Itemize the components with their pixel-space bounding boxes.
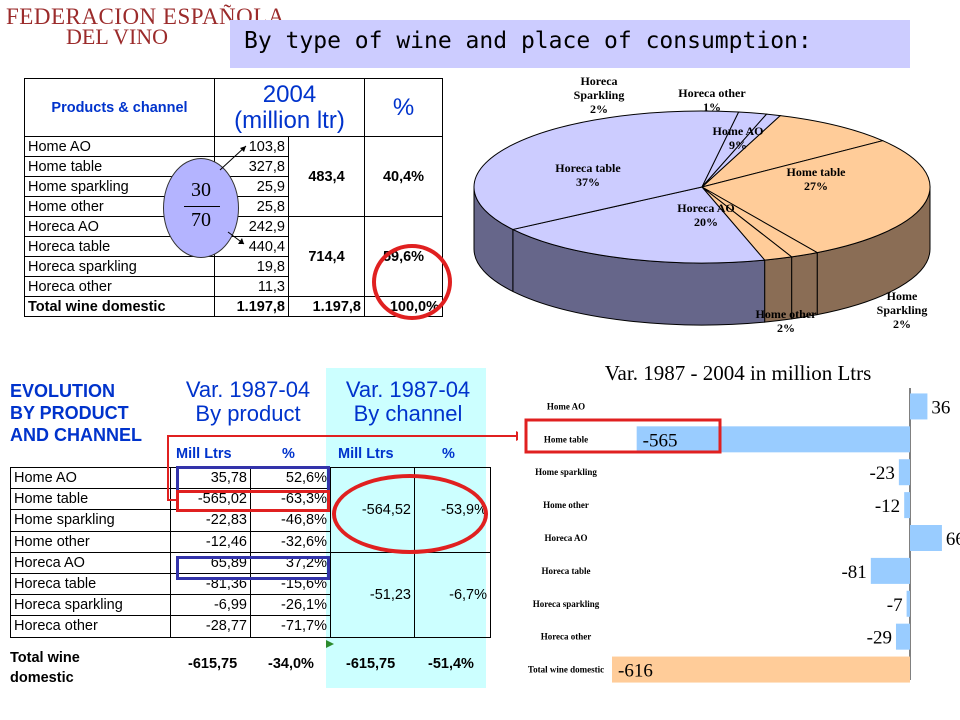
bar-horeca-sparkling: [906, 590, 910, 617]
bubble-divider: [184, 206, 220, 207]
row-value: 19,8: [214, 256, 289, 277]
bar-total-wine-domestic: [612, 656, 910, 683]
pie-label-home-ao: Home AO 9%: [713, 124, 764, 152]
row-pct: -63,3%: [250, 488, 331, 511]
evolution-title: EVOLUTION BY PRODUCT AND CHANNEL: [10, 381, 142, 445]
bar-category-label: Home table: [544, 434, 588, 444]
header-pct: %: [364, 78, 443, 137]
evo-total-mill: -615,75: [188, 656, 238, 672]
bubble-bottom: 70: [191, 209, 211, 231]
horeca-channel-pct: -6,7%: [414, 551, 491, 638]
row-pct: -71,7%: [250, 615, 331, 638]
pie-label-horeca-table: Horeca table 37%: [555, 161, 621, 189]
sub-pct-channel: %: [442, 446, 455, 462]
bar-home-sparkling: [898, 459, 910, 486]
row-pct: -26,1%: [250, 594, 331, 617]
bar-category-label: Home AO: [547, 401, 585, 411]
bar-category-label: Home sparkling: [535, 467, 597, 477]
bar-horeca-ao: [910, 525, 942, 551]
bar-horeca-table: [870, 557, 910, 584]
bar-chart-title: Var. 1987 - 2004 in million Ltrs: [605, 361, 872, 385]
pie-slice-horeca-other: [701, 113, 782, 188]
bar-horeca-other: [895, 623, 910, 650]
bar-home-ao: [910, 393, 928, 420]
horeca-total: 714,4: [288, 216, 365, 297]
bubble-arrowhead-top: [240, 146, 246, 152]
pie-label-home-other: Home other 2%: [756, 307, 818, 335]
row-label: Horeca other: [24, 276, 215, 297]
bar-category-label: Horeca other: [541, 632, 592, 642]
bar-home-table: [636, 426, 910, 453]
highlight-ellipse-horeca: [372, 244, 452, 320]
logo: FEDERACION ESPAÑOLA DEL VINO: [4, 2, 284, 50]
connector-line: [167, 435, 522, 501]
evo-total-label: Total wine domestic: [10, 650, 80, 686]
bar-value-label: -616: [618, 661, 653, 682]
header-by-channel: Var. 1987-04 By channel: [345, 377, 471, 426]
sub-mill-channel: Mill Ltrs: [338, 446, 394, 462]
bar-category-label: Home other: [543, 500, 589, 510]
bar-value-label: -12: [875, 496, 900, 517]
row-label: Home AO: [24, 136, 215, 157]
row-label: Home table: [24, 156, 215, 177]
total-value: 1.197,8: [214, 296, 289, 317]
row-mill: -28,77: [170, 615, 251, 638]
pie-label-home-table: Home table 27%: [787, 165, 847, 193]
horeca-channel-mill: -51,23: [330, 551, 415, 638]
bubble-top: 30: [191, 179, 211, 201]
evo-total-mill-channel: -615,75: [346, 656, 396, 672]
highlight-ellipse-home-channel: [332, 474, 488, 554]
split-bubble: 30 70: [163, 158, 239, 258]
pie-slice-horeca-table: [473, 110, 740, 230]
row-label: Horeca other: [10, 615, 171, 638]
row-label: Home AO: [10, 466, 171, 490]
bar-value-label: -565: [643, 430, 678, 451]
title-bar: By type of wine and place of consumption…: [230, 20, 910, 68]
total-label: Total wine domestic: [24, 296, 215, 317]
sub-mill-product: Mill Ltrs: [176, 446, 232, 462]
pie-label-horeca-sparkling: Horeca Sparkling 2%: [574, 74, 625, 116]
bar-category-label: Horeca AO: [544, 533, 587, 543]
green-marker: [326, 640, 334, 648]
pie-label-horeca-ao: Horeca AO 20%: [677, 201, 734, 229]
header-year: 2004 (million ltr): [214, 78, 365, 137]
bar-category-label: Horeca sparkling: [533, 599, 600, 609]
home-total: 483,4: [288, 136, 365, 217]
evo-total-pct-channel: -51,4%: [428, 656, 474, 672]
total-total: 1.197,8: [288, 296, 365, 317]
highlight-box-horeca-ao: [176, 556, 330, 580]
bar-value-label: -29: [867, 628, 892, 649]
highlight-box-home-table-bar: [524, 418, 722, 454]
bubble-arrowhead-bottom: [238, 238, 244, 244]
bar-category-label: Horeca table: [541, 566, 590, 576]
pie-slice-home-table: [700, 140, 931, 254]
logo-line2: DEL VINO: [66, 24, 169, 49]
bar-home-other: [904, 492, 910, 519]
highlight-box-home-table: [176, 490, 330, 512]
row-value: 103,8: [214, 136, 289, 157]
sub-pct-product: %: [282, 446, 295, 462]
pie-label-home-sparkling: Home Sparkling 2%: [877, 289, 928, 331]
pie-label-horeca-other: Horeca other 1%: [678, 86, 746, 114]
bubble-arrow-top: [219, 145, 247, 171]
bar-value-label: 66: [946, 529, 960, 550]
pie-slice-horeca-ao: [511, 186, 766, 264]
header-by-product: Var. 1987-04 By product: [185, 377, 311, 426]
row-pct: -32,6%: [250, 530, 331, 553]
bar-value-label: -81: [841, 562, 866, 583]
pie-slice-home-ao: [701, 115, 885, 188]
bar-category-label: Total wine domestic: [528, 665, 604, 675]
bar-value-label: -23: [870, 463, 895, 484]
evo-total-pct: -34,0%: [268, 656, 314, 672]
page-title: By type of wine and place of consumption…: [244, 28, 812, 54]
bar-value-label: -7: [887, 595, 903, 616]
bar-value-label: 36: [931, 397, 950, 418]
